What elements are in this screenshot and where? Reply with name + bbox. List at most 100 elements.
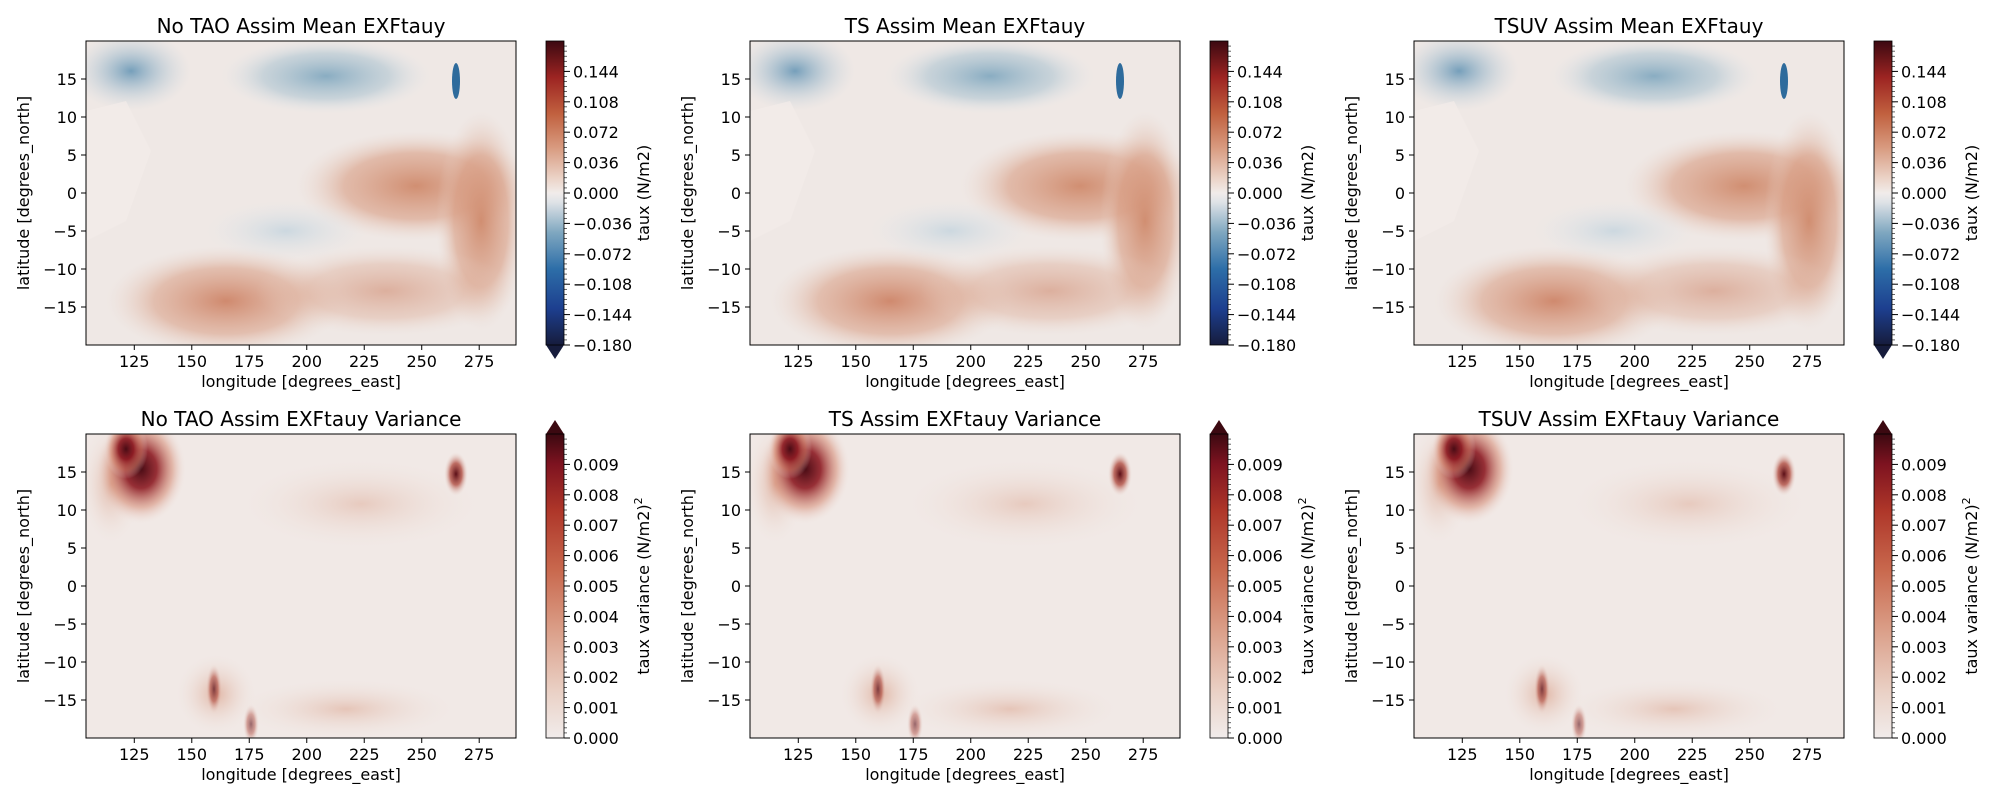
x-tick-label: 150 (1505, 745, 1536, 764)
colorbar-tick-label: −0.180 (1901, 336, 1960, 355)
colorbar-label-superscript: 2 (1960, 497, 1973, 504)
y-tick-label: 0 (67, 184, 77, 203)
y-tick-label: 10 (1385, 108, 1405, 127)
colorbar-label: taux variance (N/m2)2 (632, 497, 653, 674)
y-axis-label: latitude [degrees_north] (14, 489, 34, 683)
colorbar-tick-label: 0.008 (1901, 486, 1947, 505)
colorbar-label-text: taux (N/m2) (634, 145, 653, 241)
y-tick-label: −15 (43, 691, 77, 710)
y-axis-label: latitude [degrees_north] (678, 96, 698, 290)
colorbar-tick-label: 0.001 (573, 699, 619, 718)
x-tick-label: 125 (1447, 745, 1478, 764)
y-tick-label: 5 (1395, 146, 1405, 165)
x-axis-label: longitude [degrees_east] (201, 372, 401, 392)
y-tick-label: 10 (721, 501, 741, 520)
y-tick-label: 10 (721, 108, 741, 127)
colorbar-tick-label: 0.009 (573, 455, 619, 474)
colorbar (1874, 434, 1892, 738)
heatmap-image (1414, 434, 1844, 738)
y-tick-label: 0 (731, 184, 741, 203)
colorbar-tick-label: 0.008 (573, 486, 619, 505)
colorbar (1874, 41, 1892, 345)
colorbar-tick-label: 0.000 (1237, 729, 1283, 748)
x-tick-label: 275 (1792, 352, 1823, 371)
y-tick-label: 5 (731, 539, 741, 558)
x-tick-label: 250 (406, 352, 437, 371)
colorbar-tick-label: 0.000 (573, 184, 619, 203)
x-tick-label: 175 (898, 745, 929, 764)
colorbar-tick-label: −0.180 (573, 336, 632, 355)
heatmap-field (86, 41, 516, 345)
colorbar-tick-label: 0.036 (1901, 154, 1947, 173)
colorbar-tick-label: 0.144 (1237, 62, 1283, 81)
colorbar-tick-label: 0.000 (1901, 729, 1947, 748)
x-tick-label: 250 (1070, 352, 1101, 371)
colorbar-tick-label: 0.000 (1901, 184, 1947, 203)
y-tick-label: 5 (67, 539, 77, 558)
y-tick-label: −5 (1381, 615, 1405, 634)
colorbar-tick-label: 0.005 (1237, 577, 1283, 596)
y-tick-label: −15 (707, 298, 741, 317)
colorbar-label: taux (N/m2) (634, 145, 653, 241)
y-tick-label: 10 (57, 108, 77, 127)
colorbar-label-text: taux variance (N/m2) (634, 504, 653, 674)
chart-title: TSUV Assim EXFtauy Variance (1478, 407, 1780, 431)
x-tick-label: 225 (1677, 352, 1708, 371)
colorbar-tick-label: 0.003 (1237, 638, 1283, 657)
x-tick-label: 150 (841, 352, 872, 371)
x-tick-label: 250 (406, 745, 437, 764)
colorbar-tick-label: 0.009 (1237, 455, 1283, 474)
y-tick-label: −5 (53, 222, 77, 241)
colorbar-tick-label: 0.000 (1237, 184, 1283, 203)
y-tick-label: −10 (1371, 260, 1405, 279)
colorbar-tick-label: 0.003 (1901, 638, 1947, 657)
y-tick-label: 15 (1385, 463, 1405, 482)
colorbar-label-text: taux variance (N/m2) (1298, 504, 1317, 674)
y-tick-label: 15 (57, 463, 77, 482)
colorbar-label: taux (N/m2) (1298, 145, 1317, 241)
y-tick-label: 0 (67, 577, 77, 596)
y-tick-label: 15 (1385, 70, 1405, 89)
colorbar-tick-label: 0.005 (1901, 577, 1947, 596)
colorbar-tick-label: 0.144 (1901, 62, 1947, 81)
y-tick-label: −5 (717, 222, 741, 241)
colorbar-label-text: taux (N/m2) (1962, 145, 1981, 241)
x-axis-label: longitude [degrees_east] (865, 372, 1065, 392)
x-tick-label: 250 (1734, 352, 1765, 371)
y-tick-label: −10 (43, 653, 77, 672)
x-tick-label: 125 (119, 745, 150, 764)
x-tick-label: 200 (955, 745, 986, 764)
x-tick-label: 275 (1128, 352, 1159, 371)
y-tick-label: −15 (707, 691, 741, 710)
y-axis-label: latitude [degrees_north] (1342, 489, 1362, 683)
y-tick-label: −15 (1371, 298, 1405, 317)
colorbar-tick-label: 0.144 (573, 62, 619, 81)
y-axis-label: latitude [degrees_north] (14, 96, 34, 290)
x-tick-label: 125 (119, 352, 150, 371)
y-axis-label: latitude [degrees_north] (678, 489, 698, 683)
y-tick-label: 5 (1395, 539, 1405, 558)
y-tick-label: 0 (731, 577, 741, 596)
colorbar-tick-label: 0.001 (1901, 699, 1947, 718)
x-tick-label: 200 (1619, 745, 1650, 764)
y-tick-label: −10 (707, 260, 741, 279)
colorbar-tick-label: 0.000 (573, 729, 619, 748)
y-axis-label: latitude [degrees_north] (1342, 96, 1362, 290)
colorbar-tick-label: 0.004 (1237, 607, 1283, 626)
colorbar-tick-label: −0.180 (1237, 336, 1296, 355)
colorbar (1210, 434, 1228, 738)
colorbar-label: taux variance (N/m2)2 (1960, 497, 1981, 674)
x-tick-label: 125 (783, 352, 814, 371)
colorbar-extend-min (1874, 345, 1892, 359)
x-tick-label: 225 (349, 745, 380, 764)
colorbar-tick-label: −0.072 (573, 245, 632, 264)
x-tick-label: 250 (1070, 745, 1101, 764)
colorbar-tick-label: 0.002 (573, 668, 619, 687)
colorbar-tick-label: 0.006 (573, 547, 619, 566)
x-tick-label: 175 (234, 352, 265, 371)
x-tick-label: 150 (177, 352, 208, 371)
colorbar-tick-label: 0.004 (573, 607, 619, 626)
